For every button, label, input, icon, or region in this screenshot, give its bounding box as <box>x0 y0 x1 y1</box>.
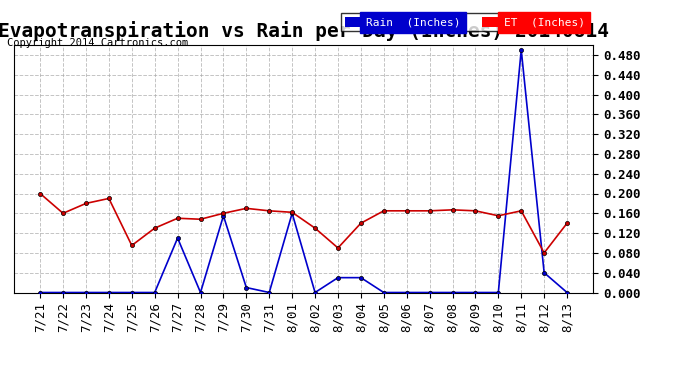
Title: Evapotranspiration vs Rain per Day (Inches) 20140814: Evapotranspiration vs Rain per Day (Inch… <box>0 21 609 40</box>
Text: Copyright 2014 Cartronics.com: Copyright 2014 Cartronics.com <box>7 38 188 48</box>
Legend: Rain  (Inches), ET  (Inches): Rain (Inches), ET (Inches) <box>342 13 588 31</box>
